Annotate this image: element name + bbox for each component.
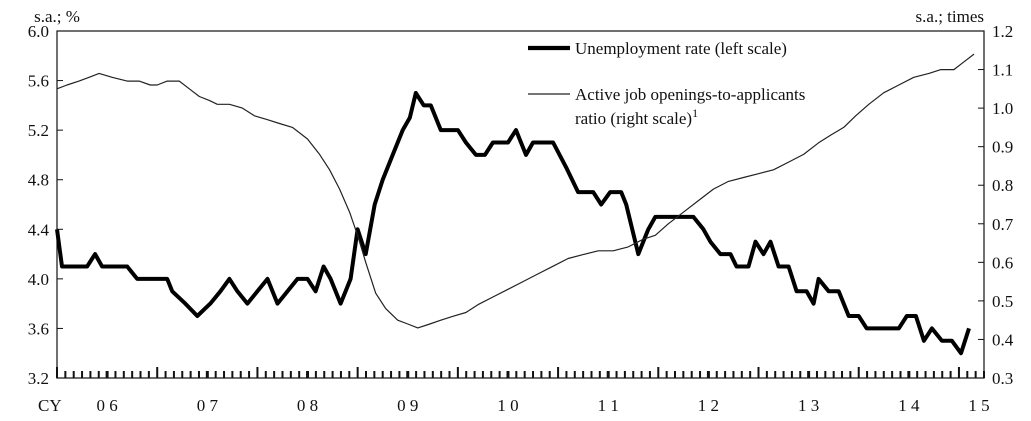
y-right-tick-label: 0.5 <box>992 292 1013 311</box>
y-right-tick-label: 1.0 <box>992 99 1013 118</box>
series-line-job-ratio <box>56 53 975 329</box>
y-left-tick-label: 5.2 <box>28 121 49 140</box>
x-year-label: 1 1 <box>598 396 619 415</box>
series-layer <box>55 53 975 356</box>
y-left-tick-label: 3.2 <box>28 369 49 388</box>
y-left-tick-label: 3.6 <box>28 319 49 338</box>
legend-label-unemployment: Unemployment rate (left scale) <box>575 39 787 58</box>
legend-label-job-ratio: Active job openings-to-applicants ratio (… <box>575 85 805 128</box>
y-left-tick-label: 4.0 <box>28 270 49 289</box>
legend-label-job-ratio-sup: 1 <box>692 106 698 120</box>
y-right-tick-label: 1.1 <box>992 61 1013 80</box>
y-left-unit-label: s.a.; % <box>34 7 80 26</box>
legend: Unemployment rate (left scale) Active jo… <box>528 39 805 128</box>
x-year-label: 1 2 <box>698 396 719 415</box>
x-year-label: 1 4 <box>898 396 920 415</box>
y-right-tick-label: 0.6 <box>992 253 1013 272</box>
x-year-label: 0 7 <box>197 396 219 415</box>
x-year-label: 0 6 <box>96 396 117 415</box>
y-right-tick-label: 0.8 <box>992 176 1013 195</box>
x-year-label: 1 0 <box>497 396 518 415</box>
legend-label-job-ratio-line1: Active job openings-to-applicants <box>575 85 805 104</box>
y-left-tick-label: 5.6 <box>28 72 49 91</box>
legend-label-job-ratio-line2: ratio (right scale) <box>575 109 692 128</box>
y-right-tick-label: 0.7 <box>992 215 1014 234</box>
ticks-layer <box>56 30 985 379</box>
x-year-label: 1 3 <box>798 396 819 415</box>
x-year-label: 0 8 <box>297 396 318 415</box>
series-line-unemployment <box>55 91 971 356</box>
y-left-tick-label: 4.4 <box>28 220 50 239</box>
y-right-unit-label: s.a.; times <box>916 7 984 26</box>
y-right-tick-label: 0.3 <box>992 369 1013 388</box>
x-axis-prefix: CY <box>38 396 62 415</box>
plot-frame <box>56 30 985 379</box>
y-right-tick-label: 0.4 <box>992 330 1014 349</box>
y-left-tick-label: 6.0 <box>28 22 49 41</box>
y-right-tick-label: 0.9 <box>992 138 1013 157</box>
x-year-label: 1 5 <box>968 396 989 415</box>
y-right-tick-label: 1.2 <box>992 22 1013 41</box>
y-left-tick-label: 4.8 <box>28 171 49 190</box>
labels-layer: s.a.; % s.a.; times CY 6.0 5.6 5.2 4.8 4.4 4.… <box>28 7 1014 415</box>
x-year-label: 0 9 <box>397 396 418 415</box>
